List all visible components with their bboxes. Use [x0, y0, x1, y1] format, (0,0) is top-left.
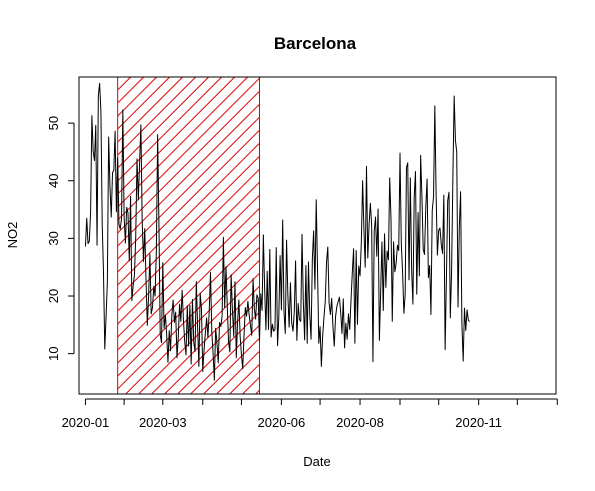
plot-frame — [78, 76, 557, 395]
chart-title: Barcelona — [274, 34, 357, 53]
x-tick-label: 2020-11 — [455, 415, 502, 430]
x-tick-label: 2020-08 — [336, 415, 384, 430]
y-tick-label: 10 — [46, 346, 61, 360]
x-tick-label: 2020-01 — [62, 415, 110, 430]
series-line-no2 — [84, 82, 470, 381]
y-tick-label: 50 — [46, 116, 61, 130]
y-axis-label: NO2 — [5, 222, 20, 249]
x-axis-label: Date — [303, 454, 330, 469]
x-tick-label: 2020-03 — [139, 415, 187, 430]
x-axis: 2020-01 2020-03 2020-06 2020-08 2020-11 — [62, 398, 558, 430]
series-group — [84, 82, 470, 381]
x-tick-label: 2020-06 — [258, 415, 306, 430]
y-tick-label: 20 — [46, 289, 61, 303]
y-tick-label: 30 — [46, 231, 61, 245]
y-axis: 10 20 30 40 50 — [46, 116, 75, 361]
y-tick-label: 40 — [46, 174, 61, 188]
